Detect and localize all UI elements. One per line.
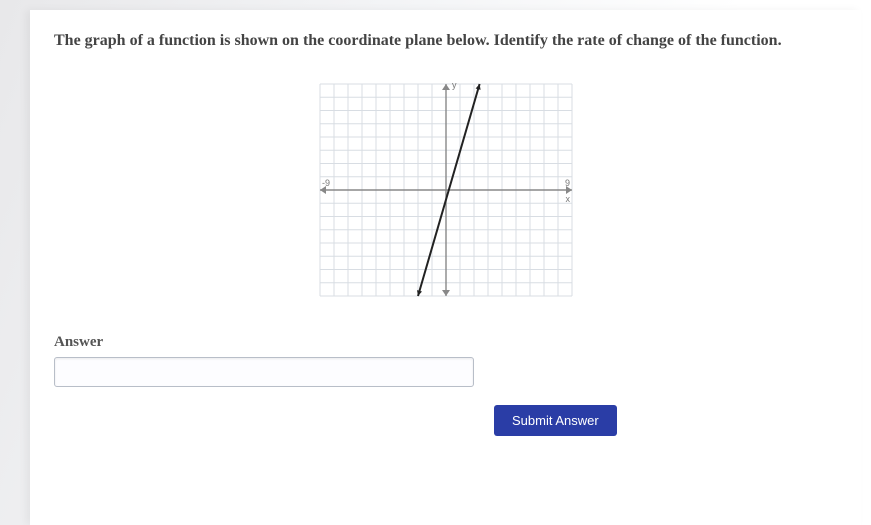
svg-text:9: 9 <box>564 178 569 188</box>
question-prompt: The graph of a function is shown on the … <box>54 30 837 52</box>
graph-container: -9 9 y x <box>54 70 837 310</box>
answer-section: Answer <box>54 334 837 387</box>
svg-text:-9: -9 <box>322 178 330 188</box>
svg-text:y: y <box>452 80 457 90</box>
submit-answer-button[interactable]: Submit Answer <box>494 405 617 436</box>
svg-text:x: x <box>565 194 570 204</box>
coordinate-plane-chart: -9 9 y x <box>306 70 586 310</box>
submit-row: Submit Answer <box>494 405 837 436</box>
answer-label: Answer <box>54 334 837 351</box>
question-card: The graph of a function is shown on the … <box>30 10 861 525</box>
answer-input[interactable] <box>54 357 474 387</box>
